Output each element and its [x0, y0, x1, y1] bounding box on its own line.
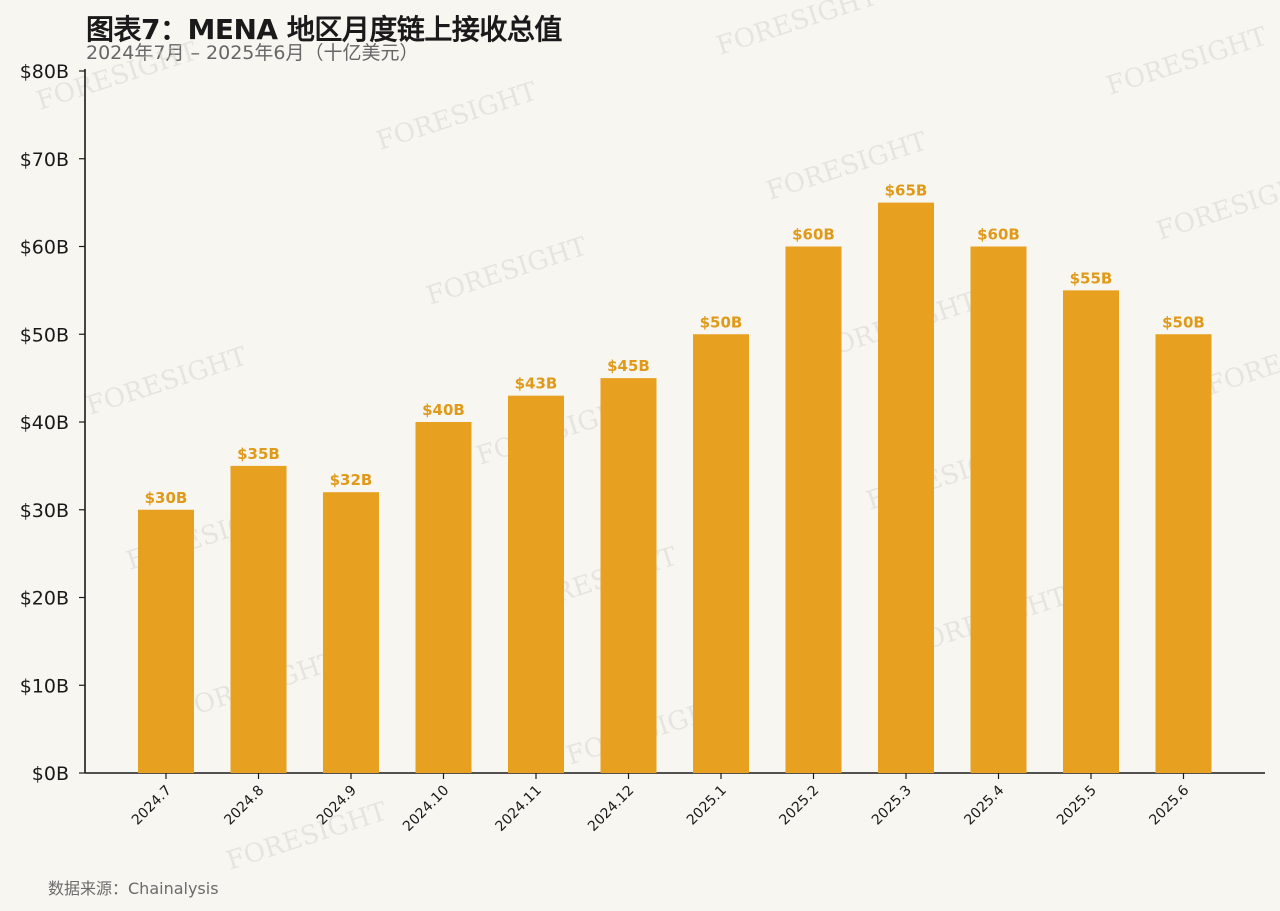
y-tick-label: $20B — [20, 588, 69, 610]
chart-subtitle: 2024年7月 – 2025年6月（十亿美元） — [86, 42, 419, 64]
bar — [323, 492, 379, 773]
y-tick-label: $50B — [20, 324, 69, 346]
bar-value-label: $43B — [515, 375, 558, 393]
bar-value-label: $65B — [885, 182, 928, 200]
watermark-logo: FORESIGHT — [83, 341, 252, 421]
bar-value-label: $40B — [422, 401, 465, 419]
y-tick-label: $80B — [20, 61, 69, 83]
bar — [878, 202, 934, 773]
bar-value-label: $60B — [977, 226, 1020, 244]
bar-value-label: $55B — [1070, 269, 1113, 287]
x-tick-label: 2024.7 — [129, 783, 175, 829]
bar — [693, 334, 749, 773]
bar-value-label: $60B — [792, 226, 835, 244]
watermark-logo: FORESIGHT — [423, 231, 592, 311]
bar-value-label: $35B — [237, 445, 280, 463]
y-tick-label: $10B — [20, 675, 69, 697]
data-source: 数据来源：Chainalysis — [48, 879, 219, 898]
bar — [600, 378, 657, 773]
x-tick-label: 2024.11 — [493, 783, 545, 835]
x-tick-label: 2025.1 — [684, 783, 730, 829]
bar — [970, 246, 1027, 773]
x-tick-label: 2025.5 — [1054, 783, 1100, 829]
bar — [1155, 334, 1212, 773]
watermark-logo: FORESIGHT — [1203, 321, 1280, 401]
watermark-logo: FORESIGHT — [713, 0, 882, 62]
watermark-logo: FORESIGHT — [1153, 166, 1280, 246]
bar — [508, 395, 564, 773]
bar-value-label: $32B — [330, 471, 373, 489]
y-tick-label: $40B — [20, 412, 69, 434]
x-tick-label: 2025.6 — [1146, 782, 1192, 828]
x-tick-label: 2025.4 — [961, 782, 1007, 828]
bar-value-label: $30B — [145, 489, 188, 507]
bar-value-label: $50B — [700, 313, 743, 331]
watermark-logo: FORESIGHT — [1103, 21, 1272, 101]
bar-value-label: $50B — [1162, 313, 1205, 331]
x-tick-label: 2024.8 — [221, 783, 267, 829]
bar — [415, 422, 472, 773]
x-tick-label: 2025.2 — [776, 783, 822, 829]
x-tick-label: 2024.12 — [585, 783, 637, 835]
bar — [138, 509, 194, 773]
x-tick-label: 2024.10 — [400, 783, 452, 835]
y-tick-label: $30B — [20, 500, 69, 522]
bar-value-label: $45B — [607, 357, 650, 375]
bar — [785, 246, 842, 773]
x-tick-label: 2025.3 — [869, 783, 915, 829]
watermark-logo: FORESIGHT — [373, 76, 542, 156]
bar — [1063, 290, 1119, 773]
bar — [230, 465, 287, 773]
y-tick-label: $70B — [20, 149, 69, 171]
chart-title: 图表7：MENA 地区月度链上接收总值 — [86, 13, 562, 46]
y-tick-label: $60B — [20, 237, 69, 259]
y-tick-label: $0B — [32, 763, 69, 785]
